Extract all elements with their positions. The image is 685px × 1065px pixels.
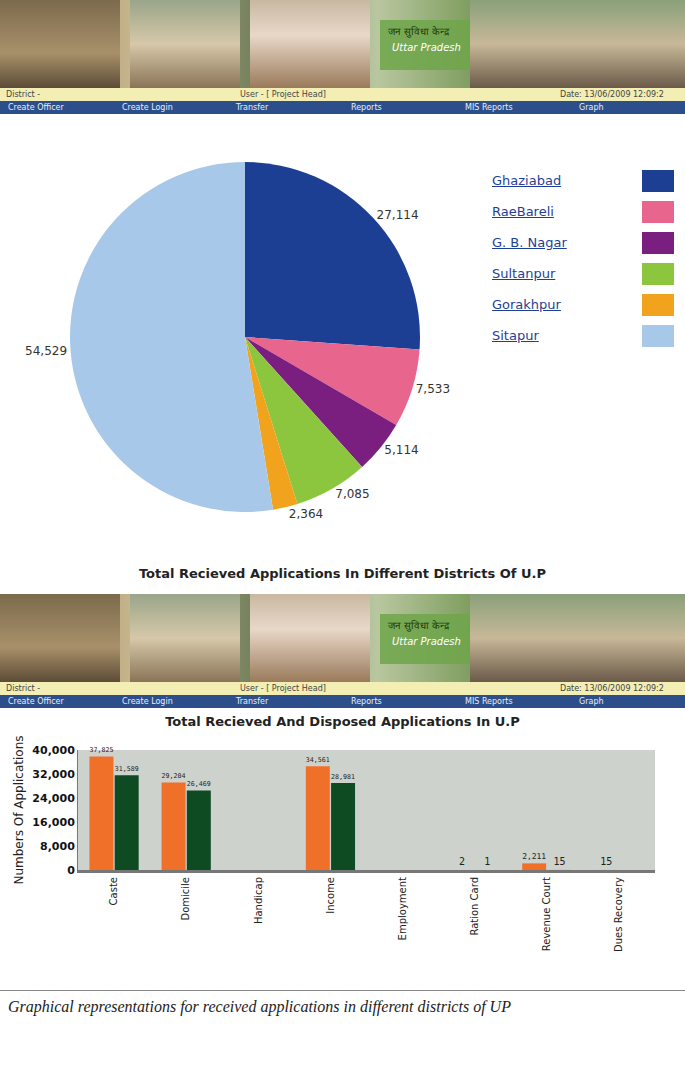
svg-text:7,533: 7,533	[416, 382, 450, 396]
html-text:Uttar Pradesh: Uttar Pradesh	[392, 42, 461, 53]
html-text:MIS Reports: MIS Reports	[465, 103, 513, 112]
svg-text:Caste: Caste	[108, 877, 119, 905]
svg-text:8,000: 8,000	[40, 840, 75, 853]
svg-text:1: 1	[484, 856, 490, 867]
svg-text:0: 0	[67, 864, 75, 877]
html-text:G. B. Nagar: G. B. Nagar	[492, 235, 567, 250]
svg-text:15: 15	[600, 856, 612, 867]
svg-text:29,204: 29,204	[162, 772, 186, 780]
html-text:जन सुविधा केन्द्र: जन सुविधा केन्द्र	[388, 26, 450, 37]
html-text:Sitapur: Sitapur	[492, 328, 539, 343]
svg-text:40,000: 40,000	[32, 744, 75, 757]
html-text:Reports: Reports	[351, 103, 382, 112]
svg-text:26,469: 26,469	[187, 780, 211, 788]
html-text:Gorakhpur: Gorakhpur	[492, 297, 561, 312]
svg-text:37,825: 37,825	[89, 746, 113, 754]
svg-text:7,085: 7,085	[335, 487, 369, 501]
svg-text:31,589: 31,589	[115, 765, 139, 773]
svg-text:Ration Card: Ration Card	[469, 877, 480, 936]
html-text:Reports: Reports	[351, 697, 382, 706]
html-text:Transfer: Transfer	[236, 103, 269, 112]
svg-text:Domicile: Domicile	[180, 877, 191, 921]
html-text:District -: District -	[6, 90, 41, 99]
svg-text:Employment: Employment	[397, 877, 408, 940]
html-text:Date: 13/06/2009 12:09:2: Date: 13/06/2009 12:09:2	[560, 90, 664, 99]
svg-text:24,000: 24,000	[32, 792, 75, 805]
html-text:Date: 13/06/2009 12:09:2: Date: 13/06/2009 12:09:2	[560, 684, 664, 693]
svg-text:Dues Recovery: Dues Recovery	[613, 877, 624, 952]
svg-text:2: 2	[459, 856, 465, 867]
svg-text:Handicap: Handicap	[253, 877, 264, 924]
svg-text:Income: Income	[325, 877, 336, 914]
svg-text:27,114: 27,114	[377, 208, 419, 222]
svg-text:2,211: 2,211	[522, 852, 546, 861]
html-text:Ghaziabad: Ghaziabad	[492, 173, 562, 188]
svg-text:2,364: 2,364	[289, 507, 323, 521]
html-text:Transfer: Transfer	[236, 697, 269, 706]
html-text:Graphical representations for: Graphical representations for received a…	[8, 998, 511, 1015]
svg-text:Total Recieved And Disposed Ap: Total Recieved And Disposed Applications…	[165, 714, 520, 729]
svg-text:32,000: 32,000	[32, 768, 75, 781]
svg-text:34,561: 34,561	[306, 756, 330, 764]
svg-text:54,529: 54,529	[25, 344, 67, 358]
html-text:Create Officer: Create Officer	[8, 103, 64, 112]
html-text:Total Recieved Applications In: Total Recieved Applications In Different…	[138, 566, 546, 581]
svg-text:5,114: 5,114	[384, 443, 418, 457]
html-text:Graph: Graph	[579, 697, 604, 706]
html-text:District -: District -	[6, 684, 41, 693]
html-text:Create Login: Create Login	[122, 103, 173, 112]
svg-text:Revenue Court: Revenue Court	[541, 877, 552, 951]
html-text:User - [ Project Head]: User - [ Project Head]	[240, 90, 326, 99]
html-text:जन सुविधा केन्द्र: जन सुविधा केन्द्र	[388, 620, 450, 631]
html-text:Graph: Graph	[579, 103, 604, 112]
svg-text:15: 15	[553, 856, 565, 867]
html-text:MIS Reports: MIS Reports	[465, 697, 513, 706]
html-text:Create Officer: Create Officer	[8, 697, 64, 706]
svg-text:Numbers Of Applications: Numbers Of Applications	[12, 735, 26, 884]
svg-text:28,981: 28,981	[331, 773, 355, 781]
html-text:Uttar Pradesh: Uttar Pradesh	[392, 636, 461, 647]
html-text:Sultanpur: Sultanpur	[492, 266, 556, 281]
html-text:User - [ Project Head]: User - [ Project Head]	[240, 684, 326, 693]
svg-text:16,000: 16,000	[32, 816, 75, 829]
html-text:RaeBareli: RaeBareli	[492, 204, 554, 219]
html-text:Create Login: Create Login	[122, 697, 173, 706]
